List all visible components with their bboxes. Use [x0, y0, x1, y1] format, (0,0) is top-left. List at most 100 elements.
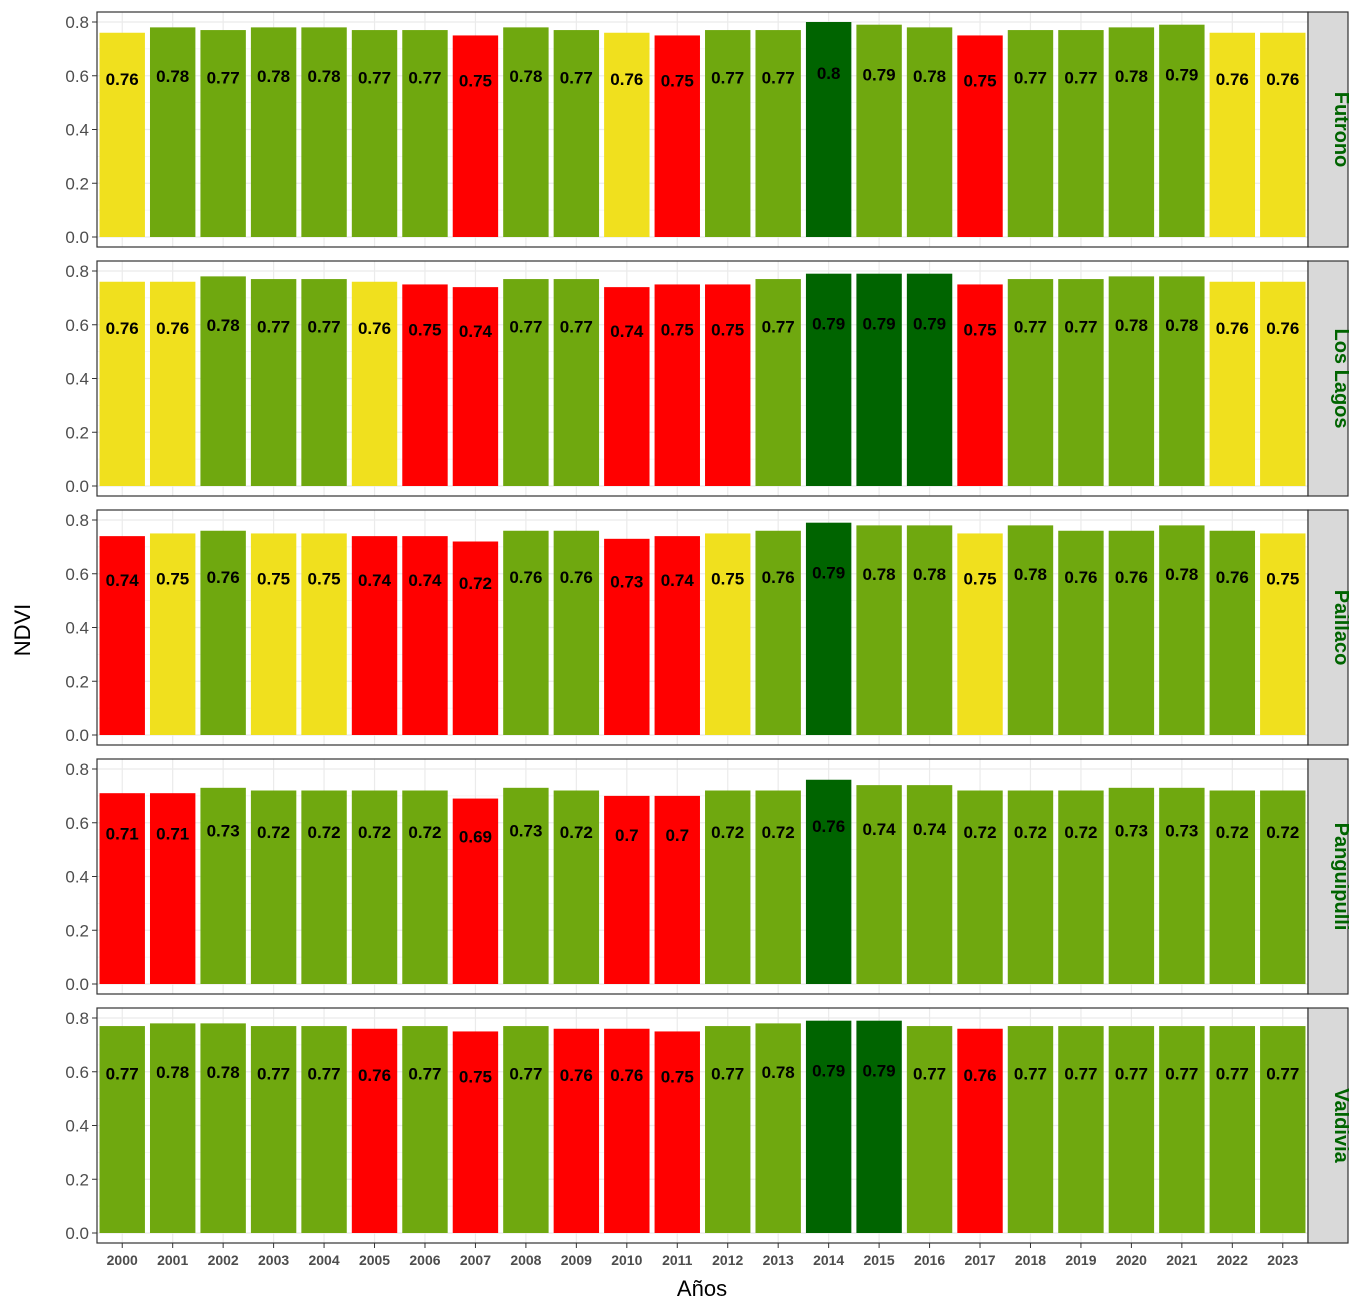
x-axis: 2000 2001 2002 2003 2004 2005 2006 2007 2008 2009… [107, 1243, 1299, 1268]
bar-value-label: 0.75 [963, 71, 996, 90]
x-tick-label: 2021 [1166, 1252, 1197, 1268]
bar-2007 [452, 798, 499, 984]
y-tick-label: 0.8 [65, 760, 89, 779]
bar-2021 [1159, 276, 1205, 486]
bar-value-label: 0.76 [106, 70, 139, 89]
bar-value-label: 0.73 [509, 821, 542, 840]
bar-value-label: 0.73 [1165, 821, 1198, 840]
bar-2008 [503, 530, 549, 735]
bar-2007 [452, 35, 499, 237]
facet-strip [1307, 758, 1349, 995]
bar-value-label: 0.74 [106, 571, 140, 590]
bar-2005 [351, 1028, 398, 1233]
y-tick-label: 0.6 [65, 814, 89, 833]
bar-2015 [856, 24, 902, 237]
bar-value-label: 0.76 [610, 70, 643, 89]
bar-2009 [553, 530, 600, 735]
y-axis-title: NDVI [10, 604, 35, 657]
bar-value-label: 0.79 [863, 65, 896, 84]
bar-2010 [604, 795, 650, 984]
bar-2005 [351, 30, 398, 237]
y-tick-label: 0.6 [65, 565, 89, 584]
bar-value-label: 0.76 [207, 568, 240, 587]
bar-2017 [957, 533, 1003, 735]
y-tick-label: 0.4 [65, 121, 89, 140]
bar-2001 [149, 793, 196, 984]
y-tick-label: 0.2 [65, 672, 89, 691]
bar-2007 [452, 541, 499, 735]
bar-2015 [856, 785, 902, 984]
facet-strip [1307, 11, 1349, 248]
y-tick-label: 0.6 [65, 1063, 89, 1082]
bar-2018 [1007, 279, 1054, 486]
bar-value-label: 0.77 [1014, 317, 1047, 336]
bar-value-label: 0.7 [665, 826, 689, 845]
bar-value-label: 0.76 [610, 1066, 643, 1085]
panel-panguipulli: 0.0 0.2 0.4 0.6 0.8 0.71 0.71 0.73 0.72 0.72 0.72 0… [65, 758, 1349, 995]
bar-2019 [1058, 790, 1104, 984]
bar-value-label: 0.72 [308, 823, 341, 842]
x-axis-title: Años [677, 1276, 727, 1301]
bar-2021 [1159, 525, 1205, 735]
bar-value-label: 0.76 [1266, 319, 1299, 338]
bar-value-label: 0.75 [661, 320, 694, 339]
bar-value-label: 0.73 [207, 821, 240, 840]
bar-2009 [553, 279, 600, 486]
bar-value-label: 0.76 [812, 817, 845, 836]
bar-value-label: 0.77 [1165, 1064, 1198, 1083]
y-tick-label: 0.4 [65, 1117, 89, 1136]
bar-value-label: 0.72 [257, 823, 290, 842]
facet-strip-label: Los Lagos [1330, 328, 1349, 428]
bar-value-label: 0.78 [762, 1063, 795, 1082]
bar-2021 [1159, 1026, 1205, 1233]
bar-value-label: 0.72 [1014, 823, 1047, 842]
bar-2006 [402, 1026, 448, 1233]
bar-value-label: 0.75 [308, 569, 341, 588]
bar-value-label: 0.75 [459, 1067, 492, 1086]
bar-value-label: 0.77 [711, 1064, 744, 1083]
bar-2012 [705, 1026, 751, 1233]
bar-value-label: 0.76 [1216, 319, 1249, 338]
bar-value-label: 0.77 [1064, 317, 1097, 336]
x-tick-label: 2004 [308, 1252, 339, 1268]
bar-value-label: 0.75 [257, 569, 290, 588]
bar-value-label: 0.79 [1165, 65, 1198, 84]
x-tick-label: 2014 [813, 1252, 844, 1268]
y-tick-label: 0.0 [65, 477, 89, 496]
bar-2019 [1058, 530, 1104, 735]
bar-value-label: 0.78 [913, 565, 946, 584]
x-tick-label: 2002 [208, 1252, 239, 1268]
bar-value-label: 0.74 [459, 322, 493, 341]
bar-value-label: 0.77 [408, 68, 441, 87]
bar-2006 [402, 790, 448, 984]
y-tick-label: 0.0 [65, 228, 89, 247]
bar-value-label: 0.75 [156, 569, 189, 588]
bar-2001 [149, 27, 196, 237]
bar-2017 [957, 284, 1003, 486]
bar-2005 [351, 790, 398, 984]
bar-2005 [351, 536, 398, 735]
bar-value-label: 0.77 [257, 1064, 290, 1083]
bar-value-label: 0.79 [812, 1061, 845, 1080]
y-tick-label: 0.2 [65, 423, 89, 442]
bar-value-label: 0.78 [308, 67, 341, 86]
bar-2020 [1108, 530, 1155, 735]
bar-2021 [1159, 24, 1205, 237]
x-tick-label: 2017 [964, 1252, 995, 1268]
bar-value-label: 0.77 [257, 317, 290, 336]
bar-value-label: 0.74 [863, 820, 897, 839]
bar-value-label: 0.78 [207, 1063, 240, 1082]
bar-2010 [604, 287, 650, 486]
bar-value-label: 0.75 [459, 71, 492, 90]
x-tick-label: 2020 [1116, 1252, 1147, 1268]
bar-2012 [705, 790, 751, 984]
bar-value-label: 0.78 [257, 67, 290, 86]
bar-2004 [301, 279, 347, 486]
bar-2013 [755, 790, 801, 984]
bar-value-label: 0.77 [509, 317, 542, 336]
bar-value-label: 0.75 [711, 320, 744, 339]
y-tick-label: 0.6 [65, 67, 89, 86]
bar-value-label: 0.78 [1014, 565, 1047, 584]
bar-2022 [1209, 281, 1256, 486]
bar-value-label: 0.73 [1115, 821, 1148, 840]
